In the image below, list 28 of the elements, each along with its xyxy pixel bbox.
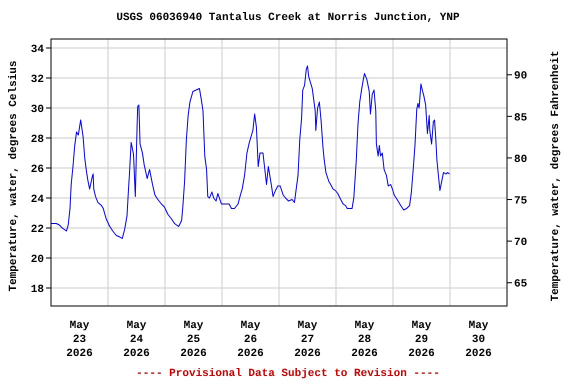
x-tick-label: May 29 2026 (408, 320, 435, 360)
text: ---- Provisional Data Subject to Revision ---- (135, 368, 441, 380)
y2-tick-label: 75 (514, 195, 528, 208)
y2-tick-label: 90 (514, 70, 528, 83)
x-tick-label: May 25 2026 (180, 320, 207, 360)
y2-tick-label: 80 (514, 154, 528, 166)
y-tick-label: 24 (30, 194, 44, 206)
y-tick-label: 26 (30, 164, 44, 176)
y-tick-label: 32 (30, 74, 44, 86)
x-tick-label: May 27 2026 (294, 320, 321, 360)
y-tick-label: 28 (30, 134, 44, 146)
y-axis-title: Temperature, water, degrees Celsius (8, 60, 20, 292)
y2-axis-title: Temperature, water, degrees Fahrenheit (550, 50, 562, 302)
y2-tick-label: 85 (514, 112, 528, 124)
y2-tick-label: 70 (514, 237, 528, 250)
y-tick-label: 34 (30, 44, 44, 56)
x-tick-label: May 30 2026 (465, 320, 492, 360)
y-tick-label: 18 (30, 284, 44, 296)
line-series (51, 66, 450, 239)
x-tick-label: May 23 2026 (66, 320, 93, 360)
y-tick-label: 20 (30, 254, 44, 266)
x-tick-label: May 24 2026 (123, 320, 150, 360)
x-tick-label: May 28 2026 (351, 320, 378, 360)
y-tick-label: 30 (30, 104, 44, 116)
y2-tick-label: 65 (514, 278, 528, 291)
x-tick-label: May 26 2026 (237, 320, 264, 360)
y-tick-label: 22 (30, 224, 44, 236)
chart-title: USGS 06036940 Tantalus Creek at Norris Junction, YNP (115, 12, 461, 24)
